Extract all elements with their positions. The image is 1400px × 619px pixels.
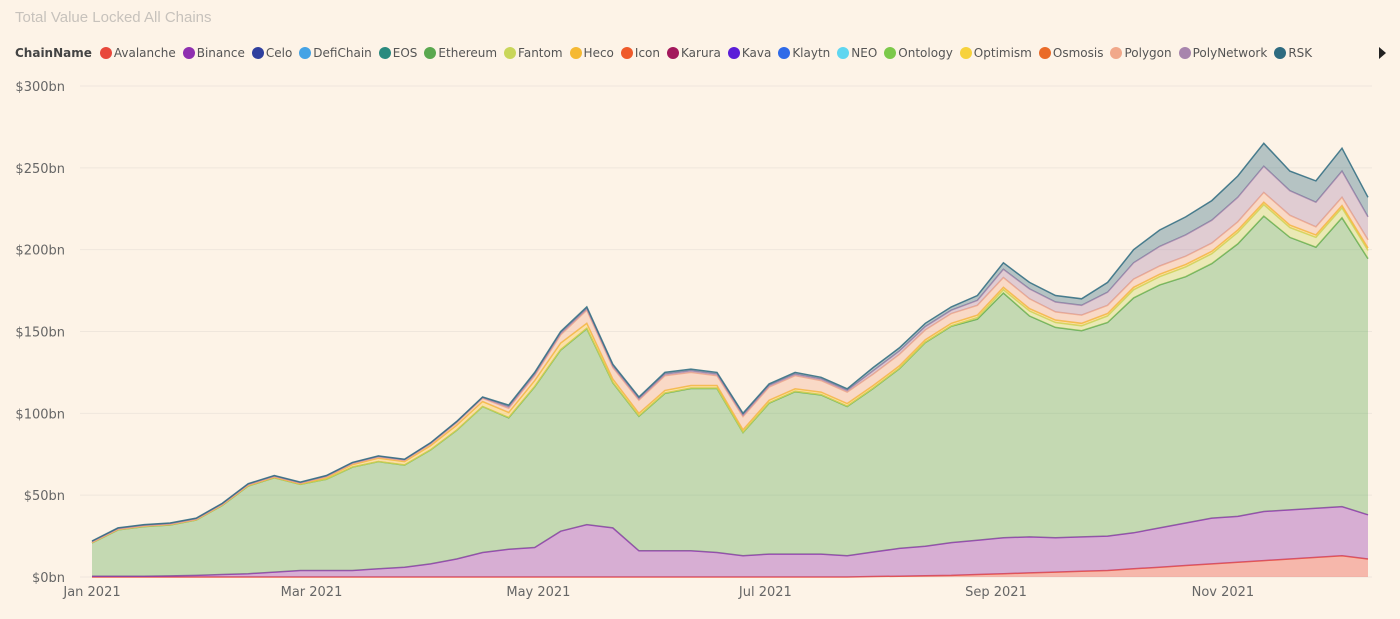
legend-item-neo[interactable]: NEO (837, 46, 877, 60)
legend-label: Heco (583, 46, 614, 60)
x-tick-label: Mar 2021 (281, 585, 343, 600)
legend-label: Klaytn (792, 46, 831, 60)
legend-item-rsk[interactable]: RSK (1274, 46, 1312, 60)
legend-item-optimism[interactable]: Optimism (959, 46, 1032, 60)
legend-item-ethereum[interactable]: Ethereum (424, 46, 497, 60)
legend-marker (378, 47, 391, 59)
legend-label: Fantom (518, 46, 563, 60)
legend-marker (620, 47, 633, 59)
area-avalanche (92, 555, 1368, 577)
legend-item-heco[interactable]: Heco (569, 46, 614, 60)
line-binance (92, 505, 1369, 577)
legend-item-defichain[interactable]: DefiChain (299, 46, 372, 60)
legend-item-ontology[interactable]: Ontology (884, 46, 953, 60)
x-tick-label: May 2021 (506, 585, 570, 600)
legend-label: Ontology (898, 46, 953, 60)
legend-item-karura[interactable]: Karura (667, 46, 721, 60)
triangle-right-icon[interactable] (1379, 47, 1386, 59)
legend-marker (667, 47, 679, 59)
legend-label: Icon (634, 46, 660, 60)
legend-marker (1274, 47, 1287, 59)
legend-item-celo[interactable]: Celo (251, 46, 293, 60)
legend-item-polygon[interactable]: Polygon (1110, 46, 1172, 60)
legend-title: ChainName (15, 46, 92, 60)
legend-item-polynetwork[interactable]: PolyNetwork (1178, 46, 1268, 60)
area-ethereum (92, 216, 1368, 577)
legend-marker (569, 47, 582, 59)
chart-title: Total Value Locked All Chains (15, 9, 212, 26)
area-rsk (92, 143, 1368, 542)
legend-label: Kava (741, 46, 772, 60)
legend-marker (99, 47, 112, 59)
legend-item-fantom[interactable]: Fantom (504, 46, 563, 60)
y-tick-label: $150bn (15, 326, 65, 341)
x-tick-label: Jan 2021 (62, 585, 120, 600)
line-rsk (91, 142, 1369, 542)
legend-label: DefiChain (313, 46, 372, 60)
legend-marker (504, 47, 517, 59)
line-polygon (91, 191, 1369, 543)
legend-marker (778, 47, 791, 59)
legend-label: NEO (851, 46, 878, 60)
area-polynetwork (92, 166, 1368, 543)
legend-item-klaytn[interactable]: Klaytn (778, 46, 830, 60)
legend-marker (884, 47, 897, 59)
legend-marker (959, 47, 972, 59)
legend-label: Osmosis (1052, 46, 1104, 60)
legend-marker (424, 47, 437, 59)
legend-label: PolyNetwork (1192, 46, 1268, 60)
legend-label: Avalanche (113, 46, 176, 60)
y-tick-label: $50bn (24, 489, 65, 504)
legend-label: Binance (196, 46, 245, 60)
legend-label: Karura (681, 46, 721, 60)
legend-label: Optimism (973, 46, 1032, 60)
legend-label: Celo (265, 46, 293, 60)
legend-item-binance[interactable]: Binance (182, 46, 245, 60)
legend-item-icon[interactable]: Icon (620, 46, 660, 60)
x-tick-label: Jul 2021 (738, 585, 792, 600)
legend-label: EOS (392, 46, 418, 60)
legend-marker (182, 47, 195, 59)
legend-label: RSK (1288, 46, 1313, 60)
legend-marker (1038, 47, 1051, 59)
legend-label: Polygon (1124, 46, 1172, 60)
legend-marker (727, 47, 740, 59)
legend-item-eos[interactable]: EOS (378, 46, 418, 60)
y-tick-label: $100bn (15, 407, 65, 422)
legend-marker (1178, 47, 1191, 59)
line-avalanche (92, 554, 1369, 578)
legend-marker (1110, 47, 1123, 59)
legend-marker (299, 47, 312, 59)
legend-item-avalanche[interactable]: Avalanche (99, 46, 176, 60)
legend-label: Ethereum (438, 46, 498, 60)
legend-item-kava[interactable]: Kava (727, 46, 772, 60)
y-tick-label: $300bn (15, 80, 65, 95)
y-tick-label: $200bn (15, 244, 65, 259)
legend-marker (837, 47, 850, 59)
legend-marker (251, 47, 264, 59)
y-tick-label: $0bn (32, 571, 65, 586)
area-binance (92, 506, 1368, 577)
area-fantom (92, 204, 1368, 543)
x-tick-label: Sep 2021 (965, 585, 1027, 600)
legend-item-osmosis[interactable]: Osmosis (1038, 46, 1104, 60)
y-tick-label: $250bn (15, 162, 65, 177)
x-tick-label: Nov 2021 (1192, 585, 1255, 600)
legend: ChainName Avalanche Binance Celo DefiChain E… (15, 46, 1319, 60)
